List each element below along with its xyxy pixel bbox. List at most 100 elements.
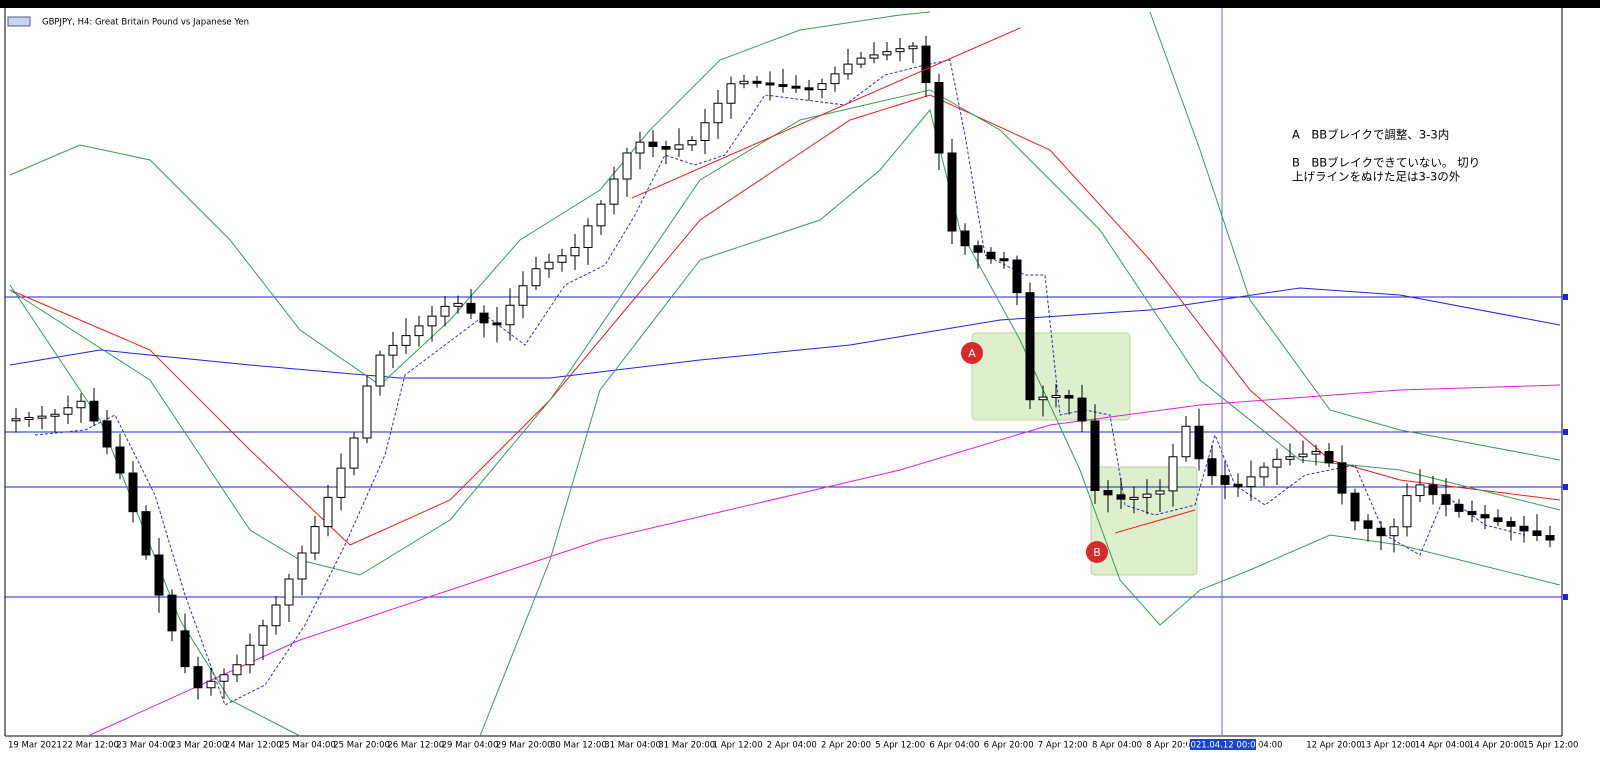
ma-fast [34, 59, 1526, 706]
top-bar [0, 0, 1600, 8]
candle-body [1233, 483, 1243, 488]
candle-body [622, 152, 632, 180]
candle-body [258, 625, 268, 646]
candle-body [830, 73, 840, 85]
candle-body [1207, 458, 1217, 477]
candle-body [1142, 493, 1152, 498]
candle-body [284, 578, 294, 606]
bb-middle [9, 89, 1561, 576]
time-label: 15 Apr 12:00 [1523, 741, 1578, 751]
candle-body [427, 315, 437, 327]
candle-body [89, 400, 99, 422]
candle-body [947, 152, 957, 232]
candle-body [921, 45, 931, 83]
candle-body [1285, 456, 1295, 460]
candle-body [128, 472, 138, 513]
candle-body [102, 420, 112, 448]
candle-body [726, 83, 736, 104]
candle-body [1272, 458, 1282, 468]
candle-body [635, 141, 645, 154]
time-label: 29 Mar 20:00 [496, 741, 553, 751]
candle-body [1090, 420, 1100, 491]
candle-body [1194, 425, 1204, 460]
candle-body [1038, 396, 1048, 401]
trend-line [1114, 509, 1196, 534]
candle-body [752, 80, 762, 84]
bb-upper [9, 11, 931, 386]
note: B BBブレイクできていない。 切り [1292, 156, 1480, 170]
candle-body [1454, 503, 1464, 512]
candle-body [1441, 494, 1451, 505]
time-label: 6 Apr 04:00 [929, 741, 979, 751]
candle-body [362, 385, 372, 439]
candle-body [1220, 475, 1230, 485]
time-label: 22 Mar 12:00 [62, 741, 119, 751]
candle-body [219, 674, 229, 682]
candle-body [765, 82, 775, 86]
time-label: 1 Apr 12:00 [713, 741, 763, 751]
time-label: 2 Apr 04:00 [767, 741, 817, 751]
ma-red [9, 94, 1561, 546]
time-label: 7 Apr 12:00 [1038, 741, 1088, 751]
icon [7, 16, 31, 27]
candle-body [713, 102, 723, 124]
candle-body [310, 526, 320, 554]
candle-body [271, 604, 281, 627]
zone [1090, 466, 1198, 576]
candle-body [778, 84, 788, 88]
note: A BBブレイクで調整、3-3内 [1292, 128, 1449, 142]
level-tag [1563, 594, 1568, 600]
time-label: 26 Mar 12:00 [387, 741, 444, 751]
window-title: GBPJPY, H4: Great Britain Pound vs Japan… [42, 18, 249, 28]
candle-body [973, 245, 983, 253]
candle-body [791, 85, 801, 89]
candle-body [1025, 292, 1035, 401]
note: 上げラインをぬけた足は3-3の外 [1292, 170, 1461, 184]
candle-body [375, 354, 385, 387]
candle-body [1077, 397, 1087, 422]
candle-body [466, 302, 476, 314]
bb-upper [1149, 11, 1561, 461]
candle-body [1519, 525, 1529, 532]
candle-body [1064, 395, 1074, 399]
candle-body [440, 305, 450, 317]
candle-body [1103, 490, 1113, 496]
time-label: 29 Mar 04:00 [442, 741, 499, 751]
time-label: 19 Mar 2021 [8, 741, 62, 751]
candle-body [648, 141, 658, 148]
candle-body [1389, 526, 1399, 537]
level-tag [1563, 429, 1568, 435]
candle-body [1493, 517, 1503, 523]
time-label: 04:00 [1258, 741, 1283, 751]
candle-body [193, 666, 203, 689]
marker-label: A [968, 347, 976, 360]
candle-body [24, 416, 34, 420]
time-label: 25 Mar 04:00 [279, 741, 336, 751]
candle-body [1376, 527, 1386, 537]
candle-body [609, 178, 619, 205]
candle-body [11, 418, 21, 422]
candle-body [674, 144, 684, 150]
marker [1086, 541, 1108, 563]
time-label: 30 Mar 12:00 [550, 741, 607, 751]
time-label: 23 Mar 04:00 [116, 741, 173, 751]
candle-body [37, 415, 47, 419]
level-tag [1563, 484, 1568, 490]
candle-body [401, 335, 411, 346]
candle-body [817, 83, 827, 90]
ma-200 [9, 287, 1561, 379]
candle-body [687, 140, 697, 146]
time-label: 8 Apr 20:00 [1146, 741, 1196, 751]
candle-body [960, 230, 970, 247]
candle-body [1129, 496, 1139, 500]
trend-line [631, 27, 1021, 199]
candle-body [180, 630, 190, 668]
candle-body [843, 63, 853, 75]
candle-body [349, 437, 359, 469]
candle-body [1168, 456, 1178, 492]
candle-body [414, 325, 424, 337]
candle-body [115, 446, 125, 474]
time-label: 14 Apr 20:00 [1469, 741, 1524, 751]
